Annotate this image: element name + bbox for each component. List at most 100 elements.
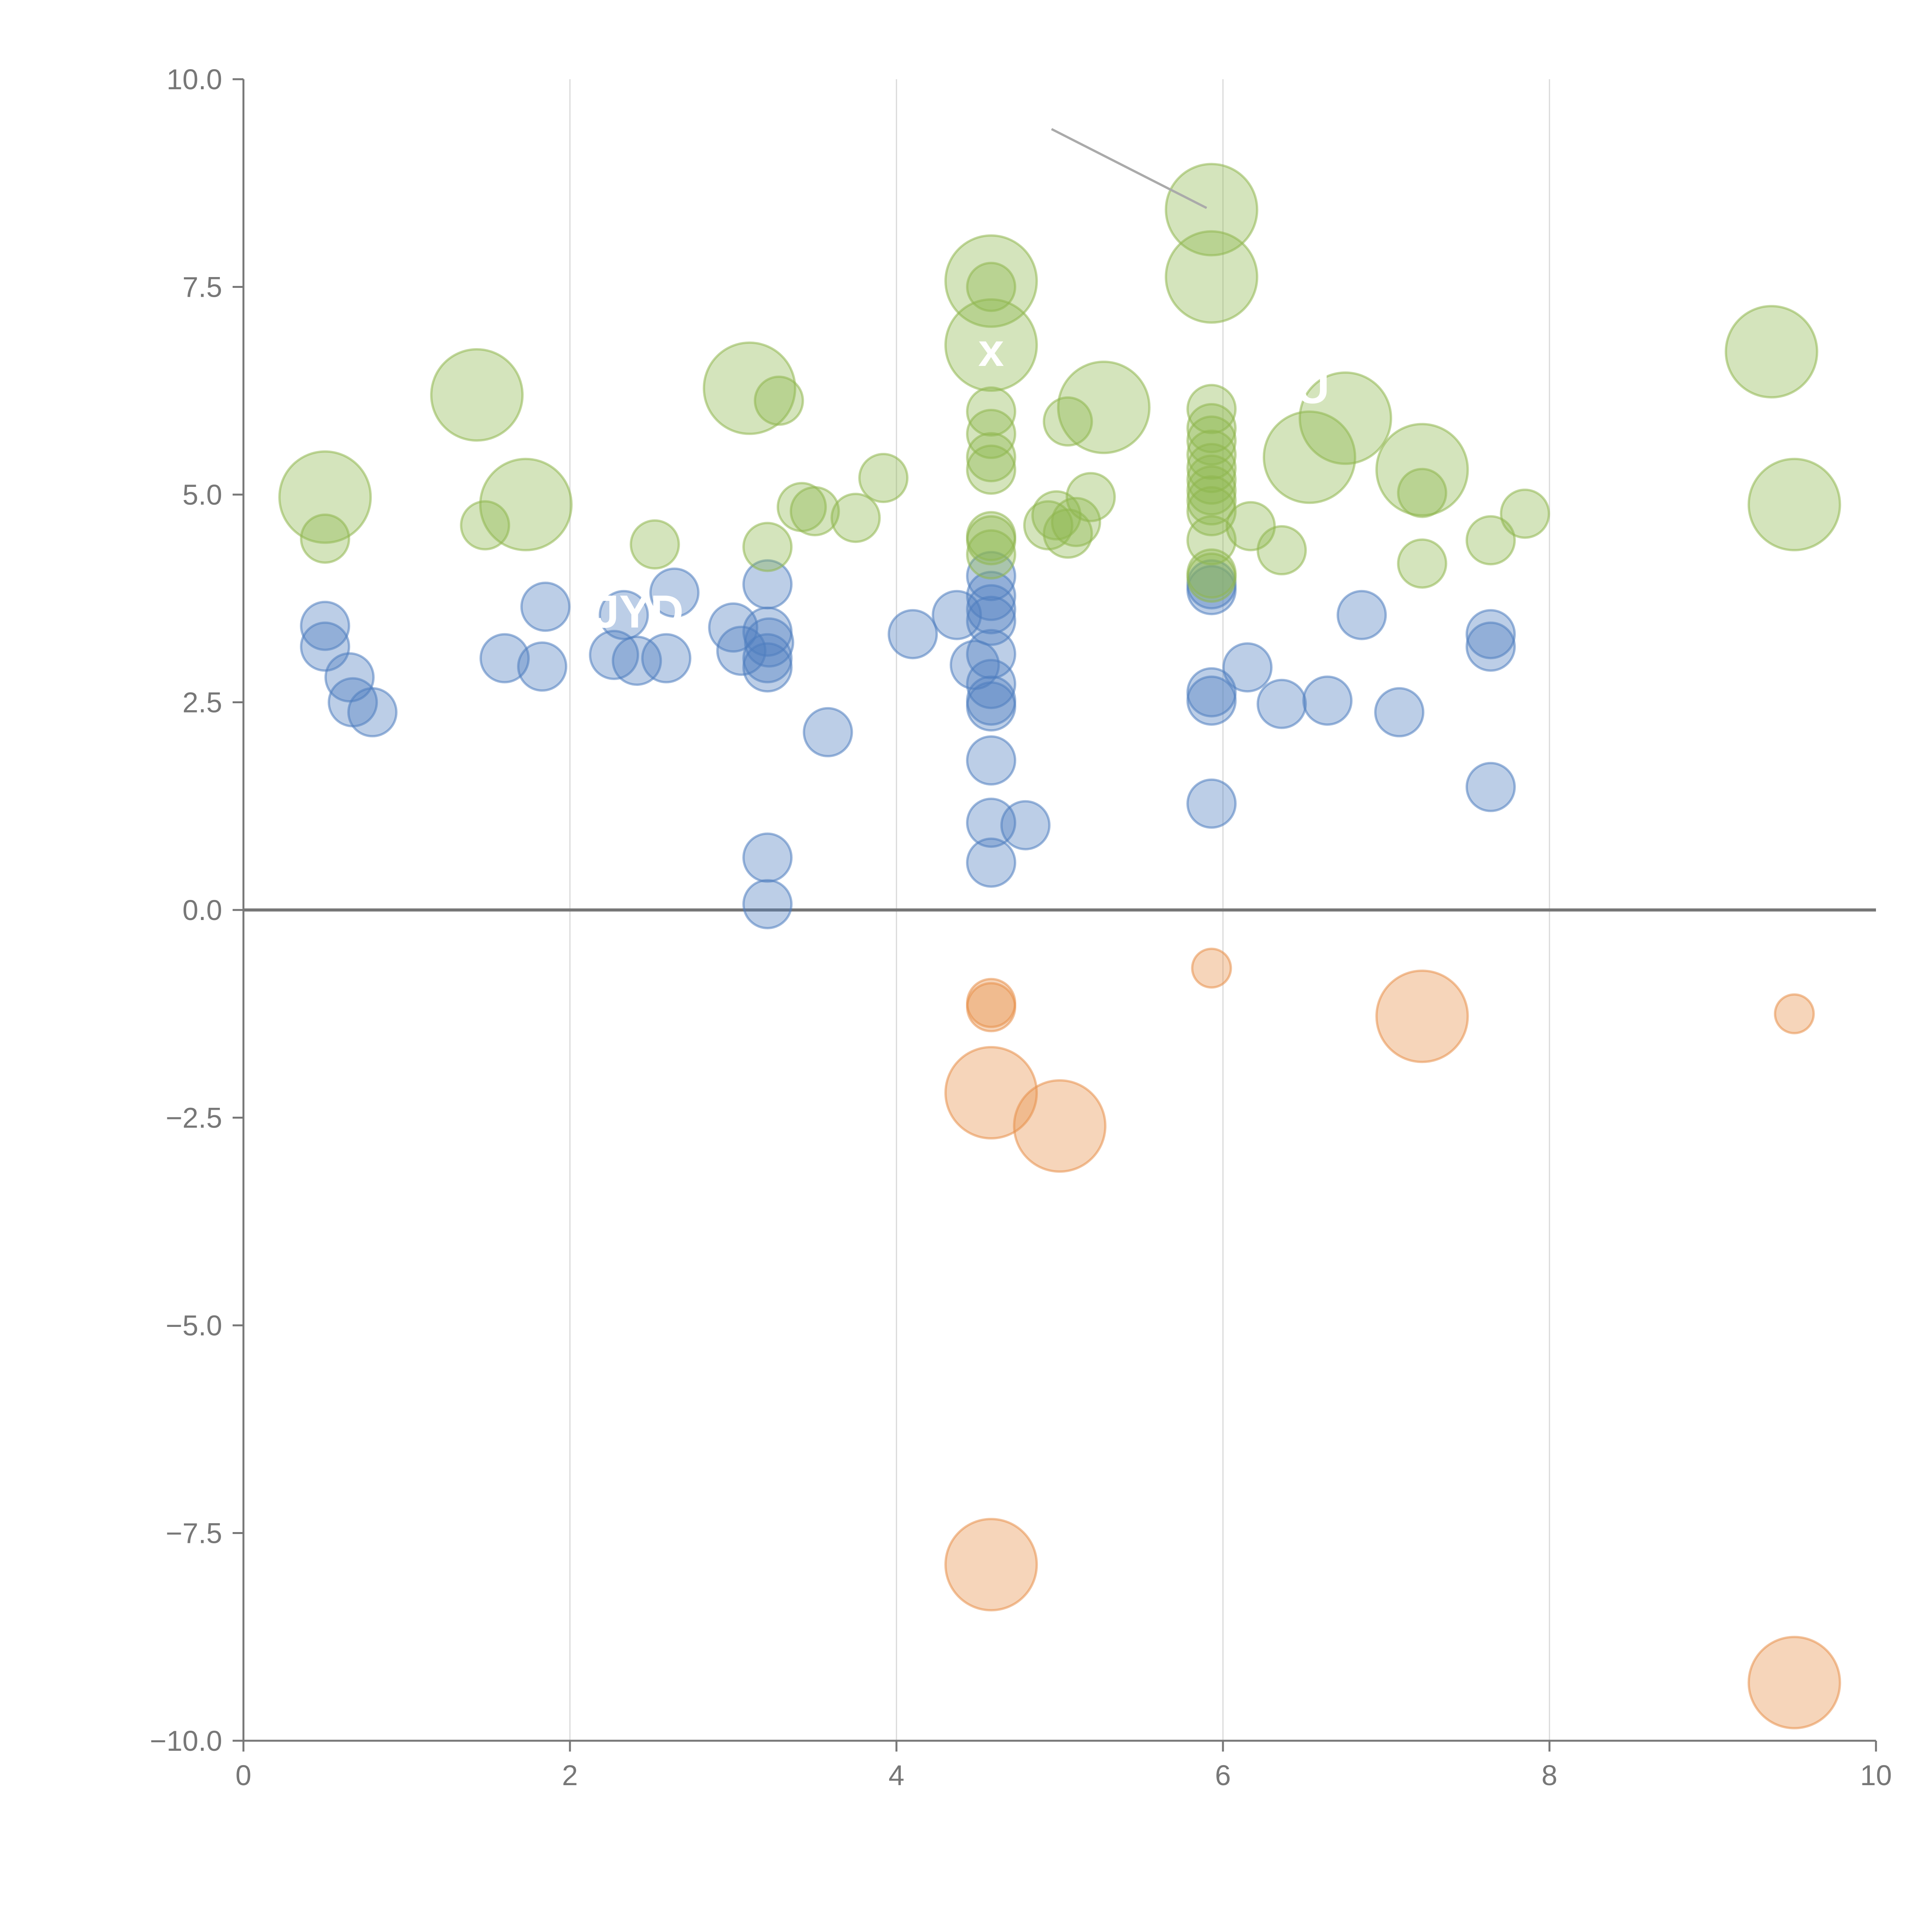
data-point	[1262, 410, 1356, 504]
data-point	[1397, 538, 1447, 589]
data-point	[966, 386, 1017, 437]
data-point	[966, 584, 1017, 634]
data-point	[517, 641, 568, 692]
data-point	[944, 1518, 1038, 1612]
data-point	[649, 567, 700, 618]
x-tick-label: 2	[562, 1759, 578, 1791]
y-tick-label: −10.0	[150, 1725, 222, 1757]
data-point	[1747, 457, 1841, 551]
data-point	[629, 519, 680, 570]
annotation-line	[1051, 128, 1208, 209]
data-point	[612, 636, 662, 686]
data-point	[479, 457, 573, 551]
point-label: x	[978, 324, 1004, 376]
data-point	[1465, 609, 1516, 660]
y-tick-label: 10.0	[167, 63, 222, 95]
x-tick-label: 0	[235, 1759, 251, 1791]
data-point	[966, 659, 1017, 709]
data-point	[888, 609, 938, 660]
data-point	[1298, 371, 1392, 465]
data-point	[966, 681, 1017, 732]
data-point	[1257, 679, 1307, 729]
data-point	[966, 515, 1017, 566]
data-point	[1465, 515, 1516, 566]
data-point	[1302, 675, 1353, 726]
data-point	[1222, 642, 1273, 693]
data-point	[1374, 687, 1425, 738]
data-point	[1465, 621, 1516, 672]
data-point	[742, 642, 793, 693]
data-point	[966, 629, 1017, 679]
point-label: JYD	[594, 586, 684, 638]
series-green	[278, 163, 1841, 603]
data-point	[347, 687, 398, 738]
data-point	[1000, 800, 1051, 850]
y-tick-label: 2.5	[182, 687, 222, 719]
data-point	[300, 513, 350, 564]
series-blue	[300, 551, 1516, 929]
data-point	[753, 376, 804, 426]
data-point	[966, 735, 1017, 786]
y-tick-label: 0.0	[182, 894, 222, 926]
data-point	[599, 590, 649, 640]
data-point	[324, 652, 375, 702]
data-point	[1186, 403, 1237, 453]
y-tick-label: 7.5	[182, 271, 222, 303]
axes: 0 2 4 6 8 10 −10.0 −7.5 −5.0 −2.5 0.0 2.5 5.0 7.5 10.0	[150, 63, 1892, 1791]
x-tick-label: 10	[1860, 1759, 1892, 1791]
data-point	[1725, 305, 1818, 399]
data-point	[702, 341, 796, 435]
y-tick-label: 5.0	[182, 479, 222, 511]
data-point	[858, 453, 909, 503]
data-point	[1774, 993, 1815, 1034]
data-point	[1191, 947, 1232, 989]
data-point	[1013, 1079, 1107, 1173]
data-point	[966, 982, 1017, 1032]
data-point	[1043, 396, 1093, 447]
y-tick-label: −2.5	[166, 1102, 222, 1134]
data-point	[1165, 163, 1259, 257]
data-point	[966, 529, 1017, 580]
data-point	[1057, 361, 1151, 454]
data-point	[966, 837, 1017, 888]
data-point	[966, 262, 1017, 312]
data-point	[430, 348, 524, 442]
data-point	[1051, 497, 1101, 547]
data-point	[944, 234, 1038, 328]
data-point	[803, 707, 853, 757]
data-point	[1186, 675, 1237, 726]
data-point	[944, 298, 1038, 392]
data-point	[742, 832, 793, 883]
point-label: U	[1296, 362, 1330, 413]
data-point	[742, 879, 793, 929]
data-point	[1397, 468, 1447, 518]
data-point	[1186, 486, 1237, 536]
data-points	[278, 163, 1841, 1730]
data-point	[480, 633, 530, 684]
data-point	[742, 522, 793, 572]
y-tick-label: −5.0	[166, 1310, 222, 1342]
data-point	[1065, 472, 1116, 522]
data-point	[944, 1046, 1038, 1139]
data-point	[641, 633, 692, 684]
data-point	[520, 582, 571, 632]
series-orange	[944, 947, 1841, 1730]
data-point	[1186, 553, 1237, 603]
data-point	[1186, 778, 1237, 829]
annotations: x U JYD	[594, 128, 1330, 638]
data-point	[278, 450, 372, 544]
data-point	[300, 600, 350, 651]
data-point	[1337, 590, 1387, 640]
data-point	[1165, 230, 1259, 324]
data-point	[966, 444, 1017, 495]
data-point	[789, 486, 840, 536]
x-tick-label: 6	[1215, 1759, 1231, 1791]
x-tick-label: 8	[1541, 1759, 1557, 1791]
data-point	[1465, 762, 1516, 812]
data-point	[300, 621, 350, 672]
data-point	[830, 493, 881, 543]
data-point	[1186, 565, 1237, 616]
x-tick-label: 4	[888, 1759, 904, 1791]
data-point	[1257, 525, 1307, 576]
